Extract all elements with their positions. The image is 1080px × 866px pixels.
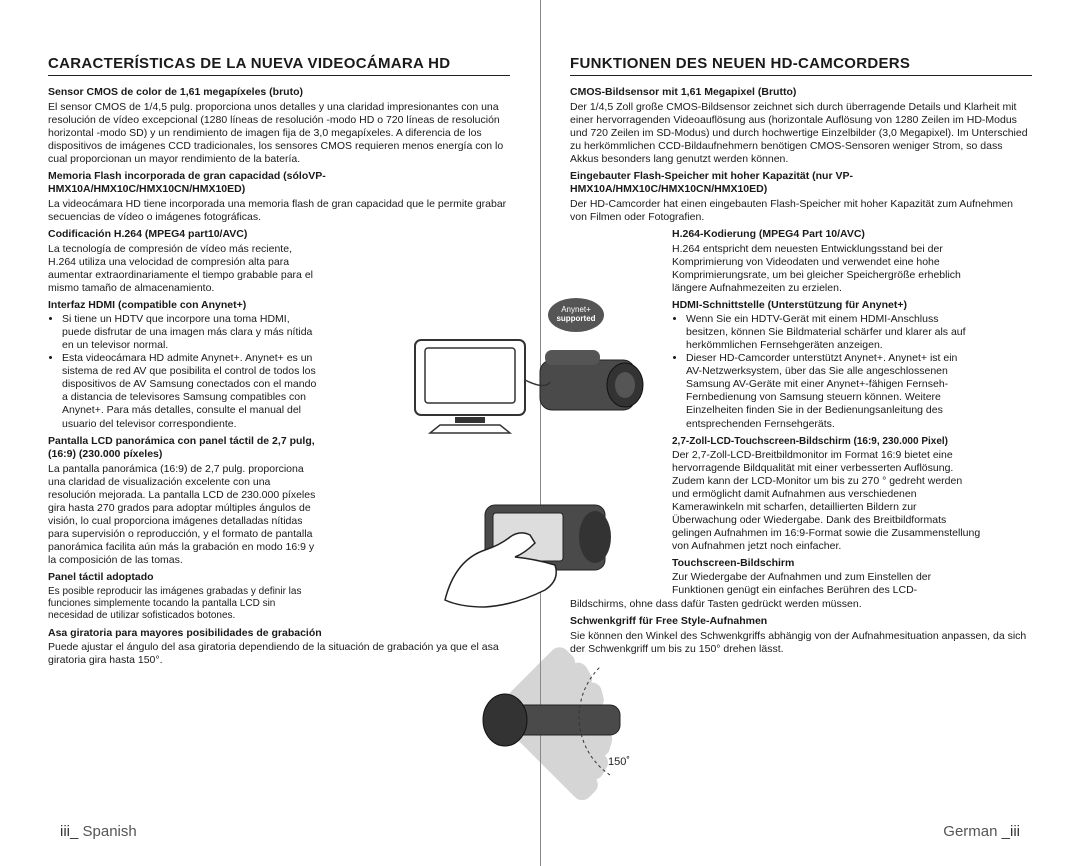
left-s4-list: Si tiene un HDTV que incorpore una toma … — [48, 313, 318, 430]
manual-page: CARACTERÍSTICAS DE LA NUEVA VIDEOCÁMARA … — [0, 0, 1080, 866]
left-s6-title: Panel táctil adoptado — [48, 571, 318, 585]
left-s4-title: Interfaz HDMI (compatible con Anynet+) — [48, 299, 318, 313]
footer-right-lang: German — [943, 823, 1001, 840]
right-s3-body: H.264 entspricht dem neuesten Entwicklun… — [672, 243, 972, 295]
right-s4-list: Wenn Sie ein HDTV-Gerät mit einem HDMI-A… — [672, 313, 972, 430]
left-s3-title: Codificación H.264 (MPEG4 part10/AVC) — [48, 228, 318, 242]
left-s4-li2: Esta videocámara HD admite Anynet+. Anyn… — [62, 352, 318, 430]
right-s4-li1: Wenn Sie ein HDTV-Gerät mit einem HDMI-A… — [686, 313, 972, 352]
left-s3-body: La tecnología de compresión de vídeo más… — [48, 243, 318, 295]
right-column: FUNKTIONEN DES NEUEN HD-CAMCORDERS CMOS-… — [540, 55, 1032, 836]
left-s5-body: La pantalla panorámica (16:9) de 2,7 pul… — [48, 463, 318, 567]
center-divider — [540, 0, 541, 866]
footer-left-lang: Spanish — [78, 823, 136, 840]
left-heading: CARACTERÍSTICAS DE LA NUEVA VIDEOCÁMARA … — [48, 55, 510, 76]
left-narrow-block: Codificación H.264 (MPEG4 part10/AVC) La… — [48, 224, 510, 623]
right-s7-title: Schwenkgriff für Free Style-Aufnahmen — [570, 615, 1032, 629]
right-heading: FUNKTIONEN DES NEUEN HD-CAMCORDERS — [570, 55, 1032, 76]
right-s7-body: Sie können den Winkel des Schwenkgriffs … — [570, 630, 1032, 656]
footer-right: German _iii — [943, 823, 1020, 840]
left-s7-body: Puede ajustar el ángulo del asa giratori… — [48, 641, 510, 667]
right-s1-title: CMOS-Bildsensor mit 1,61 Megapixel (Brut… — [570, 86, 1032, 100]
left-s7-title: Asa giratoria para mayores posibilidades… — [48, 627, 510, 641]
right-s2-body: Der HD-Camcorder hat einen eingebauten F… — [570, 198, 1032, 224]
left-s1-title: Sensor CMOS de color de 1,61 megapíxeles… — [48, 86, 510, 100]
left-column: CARACTERÍSTICAS DE LA NUEVA VIDEOCÁMARA … — [48, 55, 540, 836]
left-s1-body: El sensor CMOS de 1/4,5 pulg. proporcion… — [48, 101, 510, 166]
left-s6-body: Es posible reproducir las imágenes graba… — [48, 586, 318, 623]
angle-label: 150˚ — [608, 756, 630, 768]
left-s2-title: Memoria Flash incorporada de gran capaci… — [48, 170, 510, 197]
left-s2-body: La videocámara HD tiene incorporada una … — [48, 198, 510, 224]
right-s4-title: HDMI-Schnittstelle (Unterstützung für An… — [672, 299, 982, 313]
footer-left-page: iii_ — [60, 823, 78, 840]
right-s6-body: Zur Wiedergabe der Aufnahmen und zum Ein… — [672, 571, 982, 597]
left-s4-li1: Si tiene un HDTV que incorpore una toma … — [62, 313, 318, 352]
right-s1-body: Der 1/4,5 Zoll große CMOS-Bildsensor zei… — [570, 101, 1032, 166]
right-s4-li2: Dieser HD-Camcorder unterstützt Anynet+.… — [686, 352, 972, 430]
right-s5-title: 2,7-Zoll-LCD-Touchscreen-Bildschirm (16:… — [672, 435, 982, 448]
right-s5-body: Der 2,7-Zoll-LCD-Breitbildmonitor im For… — [672, 449, 982, 553]
right-s6-title: Touchscreen-Bildschirm — [672, 557, 982, 571]
right-s6-body2: Bildschirms, ohne dass dafür Tasten gedr… — [570, 598, 1032, 611]
right-s2-title: Eingebauter Flash-Speicher mit hoher Kap… — [570, 170, 1032, 197]
footer-left: iii_ Spanish — [60, 823, 137, 840]
right-narrow-block: H.264-Kodierung (MPEG4 Part 10/AVC) H.26… — [570, 224, 1032, 447]
right-s3-title: H.264-Kodierung (MPEG4 Part 10/AVC) — [672, 228, 982, 242]
footer-right-page: _iii — [1002, 823, 1020, 840]
left-s5-title: Pantalla LCD panorámica con panel táctil… — [48, 435, 318, 462]
